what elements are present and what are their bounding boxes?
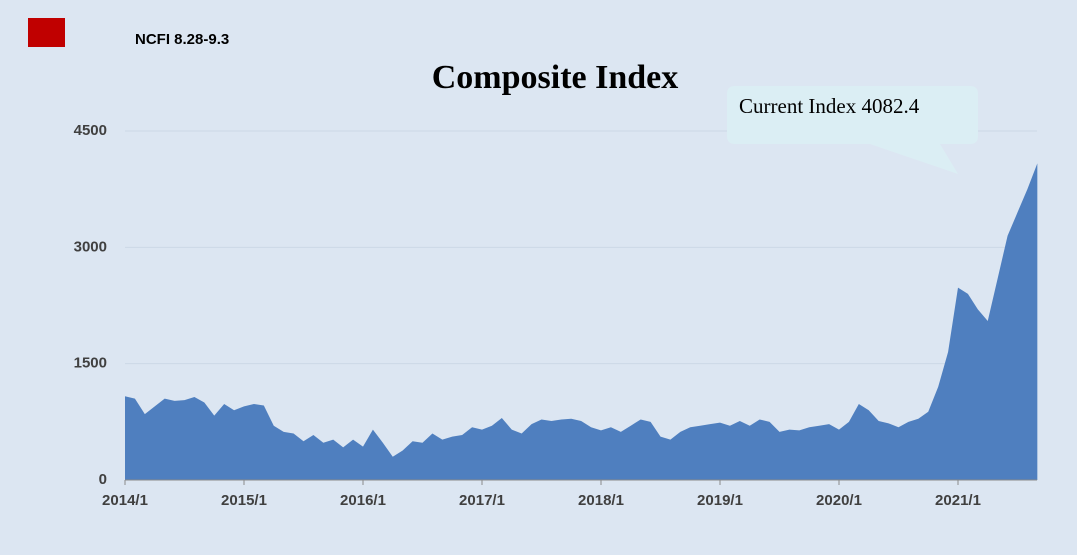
x-tick-label: 2019/1 xyxy=(697,492,743,509)
x-tick-label: 2016/1 xyxy=(340,492,386,509)
x-tick-label: 2020/1 xyxy=(816,492,862,509)
legend-label: NCFI 8.28-9.3 xyxy=(135,31,229,48)
x-tick-label: 2015/1 xyxy=(221,492,267,509)
annotation: Current Index 4082.4 xyxy=(739,94,920,118)
y-tick-label: 1500 xyxy=(74,355,107,372)
y-tick-label: 4500 xyxy=(74,122,107,139)
plot: 0 1500 3000 4500 2014/1 2015/1 2016/1 2017/1 201… xyxy=(74,122,1038,509)
x-tick-label: 2018/1 xyxy=(578,492,624,509)
callout xyxy=(727,86,978,174)
area xyxy=(125,163,1038,480)
x-tick-label: 2014/1 xyxy=(102,492,148,509)
legend-swatch xyxy=(28,18,65,47)
x-tick-label: 2017/1 xyxy=(459,492,505,509)
chart-title: Composite Index xyxy=(432,59,679,96)
y-tick-label: 0 xyxy=(99,471,107,488)
x-tick-label: 2021/1 xyxy=(935,492,981,509)
y-tick-label: 3000 xyxy=(74,238,107,255)
